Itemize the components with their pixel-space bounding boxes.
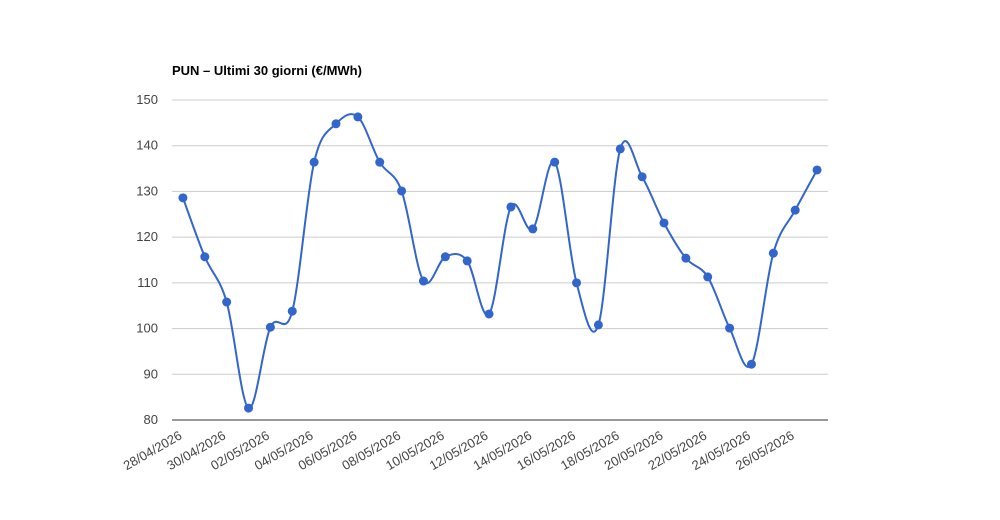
y-tick-label: 150 (136, 92, 158, 107)
point (200, 252, 210, 262)
point (331, 119, 341, 129)
y-tick-label: 140 (136, 138, 158, 153)
point (790, 205, 800, 215)
chart-title: PUN – Ultimi 30 giorni (€/MWh) (172, 63, 362, 78)
point (222, 297, 232, 307)
point (593, 320, 603, 330)
point (375, 157, 385, 167)
point (265, 322, 275, 332)
point (550, 157, 560, 167)
y-tick-label: 120 (136, 229, 158, 244)
point (506, 202, 516, 212)
point (353, 112, 363, 122)
point (309, 157, 319, 167)
point (681, 253, 691, 263)
point (397, 186, 407, 196)
point (659, 218, 669, 228)
point (484, 309, 494, 319)
point (440, 252, 450, 262)
point (418, 276, 428, 286)
point (287, 306, 297, 316)
point (244, 403, 254, 413)
line (181, 113, 818, 410)
point (528, 224, 538, 234)
y-tick-label: 110 (137, 275, 158, 290)
y-tick-label: 80 (144, 412, 158, 427)
point (462, 256, 472, 266)
point (703, 272, 713, 282)
point (768, 248, 778, 258)
y-tick-label: 100 (136, 321, 158, 336)
point (178, 193, 188, 203)
y-tick-label: 90 (144, 366, 158, 381)
point (812, 165, 822, 175)
point (746, 359, 756, 369)
point (725, 323, 735, 333)
point (637, 172, 647, 182)
point (572, 278, 582, 288)
point (615, 144, 625, 154)
y-tick-label: 130 (136, 183, 158, 198)
